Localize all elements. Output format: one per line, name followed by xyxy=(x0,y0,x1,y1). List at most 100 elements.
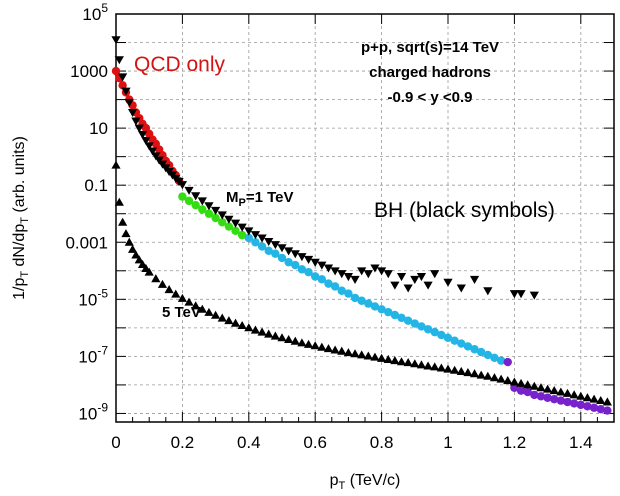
bh-1tev-point xyxy=(151,152,161,161)
bh-1tev-point xyxy=(211,206,221,215)
bh-5tev-point xyxy=(569,390,579,399)
qcd-point xyxy=(337,286,346,295)
qcd-point xyxy=(304,268,313,277)
qcd-point xyxy=(596,404,605,414)
y-tick-label-exponent: -9 xyxy=(97,400,108,414)
bh-5tev-point xyxy=(363,351,373,360)
bh-1tev-point xyxy=(469,275,480,284)
qcd-point xyxy=(317,275,327,284)
qcd-point xyxy=(516,386,526,395)
bh-5tev-point xyxy=(509,377,519,386)
qcd-point xyxy=(370,302,380,311)
bh-1tev-point xyxy=(383,270,393,279)
bh-1tev-point xyxy=(134,124,144,133)
y-tick-label: 0.001 xyxy=(65,233,108,252)
qcd-point xyxy=(483,350,493,360)
qcd-point xyxy=(569,399,579,408)
y-tick-label-base: 10 xyxy=(78,347,97,366)
bh-5tev-point xyxy=(264,329,274,338)
qcd-point xyxy=(477,347,486,357)
bh-5tev-point xyxy=(164,285,174,294)
qcd-point xyxy=(350,293,360,303)
title-line-1: p+p, sqrt(s)=14 TeV xyxy=(361,39,499,56)
bh-5tev-point xyxy=(430,362,440,371)
data-points xyxy=(111,36,612,415)
bh-5tev-point xyxy=(144,267,154,276)
bh-5tev-point xyxy=(383,354,393,363)
qcd-point xyxy=(198,205,207,214)
x-tick-label: 0.4 xyxy=(237,433,261,452)
bh-1tev-point xyxy=(509,290,519,299)
qcd-point xyxy=(430,327,439,337)
bh-5tev-point xyxy=(118,217,128,226)
title-line-2: charged hadrons xyxy=(369,64,491,81)
y-axis-label-part-3: (arb. units) xyxy=(11,136,28,217)
bh-1tev-point xyxy=(257,234,267,243)
y-tick-label-base: 10 xyxy=(89,119,108,138)
bh-5tev-point xyxy=(124,237,134,246)
bh-5tev-point xyxy=(284,334,294,343)
x-tick-label: 0.2 xyxy=(171,433,195,452)
bh-1tev-point xyxy=(430,270,440,279)
y-tick-label: 10-7 xyxy=(78,343,108,366)
y-tick-label-base: 1000 xyxy=(70,62,108,81)
qcd-point xyxy=(357,296,366,305)
qcd-point xyxy=(417,322,426,331)
bh-1tev-point xyxy=(191,192,201,201)
qcd-point xyxy=(218,218,227,227)
bh-5tev-point xyxy=(503,376,513,385)
qcd-point xyxy=(231,226,240,236)
qcd-point xyxy=(523,387,532,397)
bh-5tev-point xyxy=(171,289,181,298)
qcd-point xyxy=(277,253,287,263)
qcd-point xyxy=(490,353,499,363)
bh-5tev-point xyxy=(244,323,254,332)
bh-5tev-point xyxy=(469,369,480,378)
bh-1tev-point xyxy=(244,227,254,236)
bh-5tev-point xyxy=(211,310,221,319)
bh-5tev-point xyxy=(589,394,599,403)
bh-5tev-point xyxy=(456,366,466,375)
y-tick-label-base: 10 xyxy=(78,290,97,309)
y-tick-label: 1000 xyxy=(70,62,108,81)
qcd-point xyxy=(457,339,466,348)
x-axis-label: pT (TeV/c) xyxy=(330,472,401,492)
bh-5tev-point xyxy=(483,371,493,380)
qcd-point xyxy=(583,402,592,411)
qcd-point xyxy=(536,392,546,401)
bh-1tev-point xyxy=(303,255,314,264)
bh-5tev-point xyxy=(257,327,267,336)
x-axis-label-unit: (TeV/c) xyxy=(345,472,400,489)
qcd-point xyxy=(244,233,253,243)
qcd-point xyxy=(423,325,433,334)
five-tev-label: 5 TeV xyxy=(162,304,201,321)
mp-label-rest: =1 TeV xyxy=(246,189,294,206)
bh-5tev-point xyxy=(556,387,566,396)
bh-1tev-point xyxy=(270,241,280,250)
bh-5tev-point xyxy=(357,350,367,359)
qcd-point xyxy=(503,357,512,367)
bh-1tev-point xyxy=(284,247,294,256)
bh-5tev-point xyxy=(204,307,214,316)
qcd-point xyxy=(463,342,473,351)
bh-5tev-point xyxy=(523,380,533,389)
bh-5tev-point xyxy=(177,293,187,302)
bh-1tev-point xyxy=(456,284,466,293)
x-tick-label: 1.4 xyxy=(569,433,593,452)
qcd-point xyxy=(211,213,220,223)
qcd-point xyxy=(118,81,127,90)
bh-1tev-point xyxy=(118,73,128,82)
bh-1tev-point xyxy=(137,130,148,140)
qcd-point xyxy=(563,397,572,407)
qcd-point xyxy=(556,396,566,405)
qcd-point xyxy=(443,333,453,343)
y-tick-label-exponent: 5 xyxy=(101,1,108,15)
bh-1tev-point xyxy=(128,108,138,118)
bh-1tev-point xyxy=(197,197,207,206)
bh-1tev-point xyxy=(204,202,214,211)
x-axis-label-main: p xyxy=(330,472,339,489)
bh-5tev-point xyxy=(576,391,586,400)
qcd-point xyxy=(377,305,386,314)
bh-1tev-point xyxy=(141,136,151,145)
